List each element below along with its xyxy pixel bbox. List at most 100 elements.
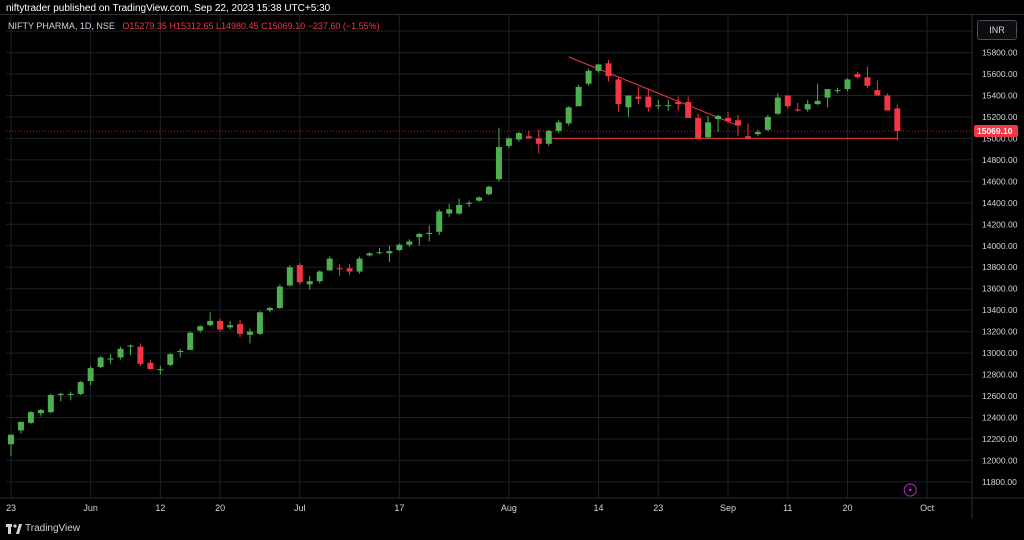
candle-body (17, 421, 24, 431)
y-tick-label: 13000.00 (982, 348, 1018, 358)
tradingview-logo[interactable]: TradingView (6, 523, 80, 534)
candle-body (505, 138, 512, 146)
candle-up (67, 391, 74, 401)
candle-down (794, 103, 801, 112)
x-tick-label: 14 (594, 503, 604, 513)
x-tick-label: 17 (394, 503, 404, 513)
candle-body (605, 63, 612, 77)
x-tick-label: 11 (783, 503, 792, 513)
candle-body (247, 331, 253, 335)
price-axis[interactable]: 11800.00 12000.00 12200.00 12400.00 12600.00… (974, 26, 1018, 487)
candle-up (575, 84, 582, 107)
candle-down (784, 95, 791, 109)
candle-up (276, 284, 283, 310)
currency-button[interactable]: INR (977, 20, 1017, 40)
candle-body (575, 86, 582, 107)
y-tick-label: 11800.00 (982, 477, 1017, 487)
candle-up (97, 356, 104, 369)
candle-down (725, 111, 731, 124)
candle-up (814, 83, 821, 106)
candle-up (585, 68, 592, 86)
candle-body (734, 120, 741, 126)
x-tick-label: Sep (720, 503, 736, 513)
candle-body (655, 105, 662, 107)
candle-down (894, 104, 901, 141)
candle-body (376, 252, 383, 254)
y-tick-label: 12000.00 (982, 455, 1018, 465)
y-tick-label: 13200.00 (982, 327, 1018, 337)
candle-body (177, 350, 184, 353)
candle-up (316, 270, 323, 284)
candle-body (286, 267, 293, 286)
candle-body (565, 107, 572, 124)
candle-up (705, 115, 712, 139)
y-tick-label: 13800.00 (982, 262, 1018, 272)
candle-body (426, 232, 433, 234)
candle-up (286, 265, 293, 287)
candle-body (635, 96, 642, 99)
candle-body (804, 104, 811, 110)
y-tick-label: 12600.00 (982, 391, 1018, 401)
y-tick-label: 15000.00 (982, 133, 1018, 143)
candle-body (57, 393, 64, 395)
candle-body (117, 348, 124, 358)
y-tick-label: 13600.00 (982, 284, 1018, 294)
candle-down (685, 96, 692, 119)
grid-lines (0, 15, 1024, 520)
open-value: O15279.35 (122, 21, 167, 31)
logo-text: TradingView (25, 523, 81, 534)
candle-up (665, 99, 672, 111)
candle-body (824, 89, 831, 98)
time-axis[interactable]: 23 Jun 12 20 Jul 17 Aug 14 23 Sep 11 20 Oct (6, 483, 935, 513)
candle-body (266, 308, 273, 311)
chart-area[interactable]: 11800.00 12000.00 12200.00 12400.00 12600.00… (0, 14, 1024, 520)
candlestick-chart[interactable]: 11800.00 12000.00 12200.00 12400.00 12600.00… (0, 15, 1024, 520)
candle-down (237, 319, 244, 337)
change-value: −237.60 (−1.55%) (307, 21, 380, 31)
event-flash-icon (903, 483, 917, 497)
candle-body (774, 97, 781, 114)
candle-body (276, 286, 283, 309)
candle-down (336, 264, 343, 276)
candle-down (734, 114, 741, 137)
y-tick-label: 12200.00 (982, 434, 1018, 444)
candle-body (456, 204, 463, 214)
candle-body (495, 147, 502, 180)
candle-up (844, 78, 851, 92)
low-value: L14980.45 (216, 21, 259, 31)
candle-body (37, 409, 44, 414)
candle-up (127, 344, 134, 356)
candle-body (127, 345, 134, 347)
candle-body (834, 90, 841, 92)
candle-body (486, 186, 492, 195)
candle-body (77, 382, 84, 394)
candle-up (77, 381, 84, 395)
candle-down (137, 343, 144, 366)
candle-body (685, 101, 692, 119)
y-tick-label: 15200.00 (982, 112, 1018, 122)
candle-body (227, 325, 234, 328)
candle-down (346, 264, 353, 275)
candle-up (87, 365, 94, 386)
event-icon-ring (903, 483, 917, 497)
candle-body (844, 79, 851, 90)
candle-body (187, 332, 194, 350)
candle-body (466, 202, 473, 204)
candle-body (695, 118, 702, 139)
candle-down (525, 130, 532, 139)
candle-up (545, 129, 552, 146)
candle-down (874, 80, 881, 96)
candle-body (675, 101, 682, 105)
candle-body (625, 95, 632, 108)
candle-body (585, 70, 592, 84)
candle-body (525, 136, 532, 139)
candle-up (416, 232, 423, 246)
candle-body (884, 95, 891, 111)
candle-body (874, 90, 881, 96)
candle-down (884, 93, 891, 111)
candle-body (406, 241, 413, 245)
candle-body (535, 138, 542, 144)
candle-up (555, 120, 562, 134)
y-tick-label: 12400.00 (982, 413, 1018, 423)
candle-up (466, 200, 473, 208)
